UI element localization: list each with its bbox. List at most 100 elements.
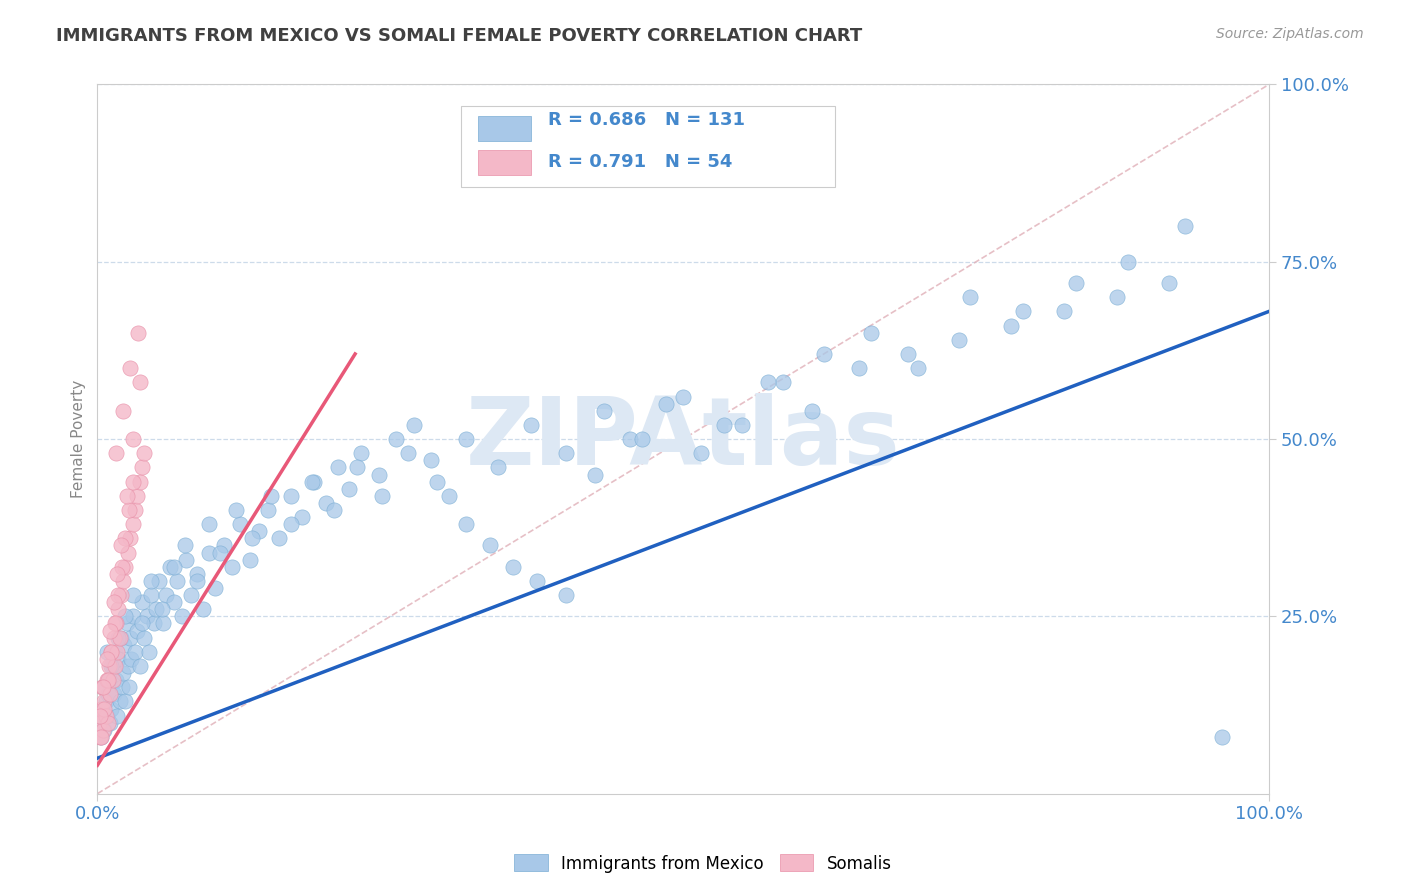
Point — [257, 503, 280, 517]
Point — [94, 708, 117, 723]
Point — [107, 588, 129, 602]
Point — [897, 347, 920, 361]
Point — [96, 652, 118, 666]
Point — [672, 390, 695, 404]
Point — [98, 673, 121, 688]
Point — [555, 588, 578, 602]
Point — [302, 475, 325, 489]
Point — [959, 290, 981, 304]
Point — [713, 417, 735, 432]
Point — [121, 432, 143, 446]
Point — [212, 538, 235, 552]
Point — [478, 538, 501, 552]
Point — [107, 652, 129, 666]
Point — [555, 446, 578, 460]
Point — [101, 673, 124, 688]
Point — [801, 403, 824, 417]
Point — [197, 517, 219, 532]
Point — [426, 475, 449, 489]
Point — [97, 687, 120, 701]
Text: Source: ZipAtlas.com: Source: ZipAtlas.com — [1216, 27, 1364, 41]
Point — [437, 489, 460, 503]
Point — [138, 645, 160, 659]
Point — [131, 460, 153, 475]
Text: IMMIGRANTS FROM MEXICO VS SOMALI FEMALE POVERTY CORRELATION CHART: IMMIGRANTS FROM MEXICO VS SOMALI FEMALE … — [56, 27, 862, 45]
Point — [100, 645, 122, 659]
Point — [367, 467, 389, 482]
Point — [114, 532, 136, 546]
Point — [91, 681, 114, 695]
Point — [91, 681, 114, 695]
Point — [142, 616, 165, 631]
Point — [162, 559, 184, 574]
Text: R = 0.791   N = 54: R = 0.791 N = 54 — [548, 153, 733, 171]
Point — [107, 631, 129, 645]
Point — [112, 403, 135, 417]
Point — [520, 417, 543, 432]
Point — [592, 403, 614, 417]
Text: ZIPAtlas: ZIPAtlas — [465, 393, 901, 485]
Point — [756, 376, 779, 390]
Point — [337, 482, 360, 496]
Point — [170, 609, 193, 624]
Point — [117, 659, 139, 673]
Point — [111, 681, 134, 695]
Point — [456, 517, 478, 532]
Point — [141, 588, 163, 602]
Point — [1053, 304, 1076, 318]
Point — [89, 708, 111, 723]
Point — [98, 624, 121, 638]
Point — [105, 566, 128, 581]
Point — [197, 545, 219, 559]
Point — [120, 631, 142, 645]
Point — [103, 595, 125, 609]
Point — [1064, 276, 1087, 290]
Point — [90, 730, 112, 744]
Point — [350, 446, 373, 460]
Point — [180, 588, 202, 602]
Point — [526, 574, 548, 588]
Point — [112, 574, 135, 588]
Point — [240, 532, 263, 546]
Y-axis label: Female Poverty: Female Poverty — [72, 380, 86, 499]
Point — [98, 659, 121, 673]
Point — [619, 432, 641, 446]
Point — [486, 460, 509, 475]
Point — [301, 475, 323, 489]
Point — [90, 730, 112, 744]
Point — [131, 616, 153, 631]
Point — [583, 467, 606, 482]
Point — [114, 609, 136, 624]
Point — [323, 503, 346, 517]
Point — [97, 715, 120, 730]
Point — [103, 631, 125, 645]
Point — [346, 460, 368, 475]
Point — [90, 701, 112, 715]
Point — [150, 602, 173, 616]
Point — [326, 460, 349, 475]
Point — [100, 659, 122, 673]
Point — [128, 475, 150, 489]
Point — [813, 347, 835, 361]
Point — [145, 602, 167, 616]
Point — [162, 595, 184, 609]
Point — [1211, 730, 1233, 744]
Point — [115, 616, 138, 631]
Point — [110, 538, 132, 552]
Point — [105, 708, 128, 723]
Point — [121, 609, 143, 624]
Point — [112, 666, 135, 681]
Point — [159, 559, 181, 574]
Point — [131, 595, 153, 609]
Point — [134, 446, 156, 460]
Point — [128, 659, 150, 673]
Point — [291, 510, 314, 524]
Point — [93, 723, 115, 737]
Point — [127, 489, 149, 503]
Point — [631, 432, 654, 446]
Point — [111, 559, 134, 574]
Point — [128, 376, 150, 390]
Point — [127, 326, 149, 340]
Point — [104, 659, 127, 673]
Point — [502, 559, 524, 574]
